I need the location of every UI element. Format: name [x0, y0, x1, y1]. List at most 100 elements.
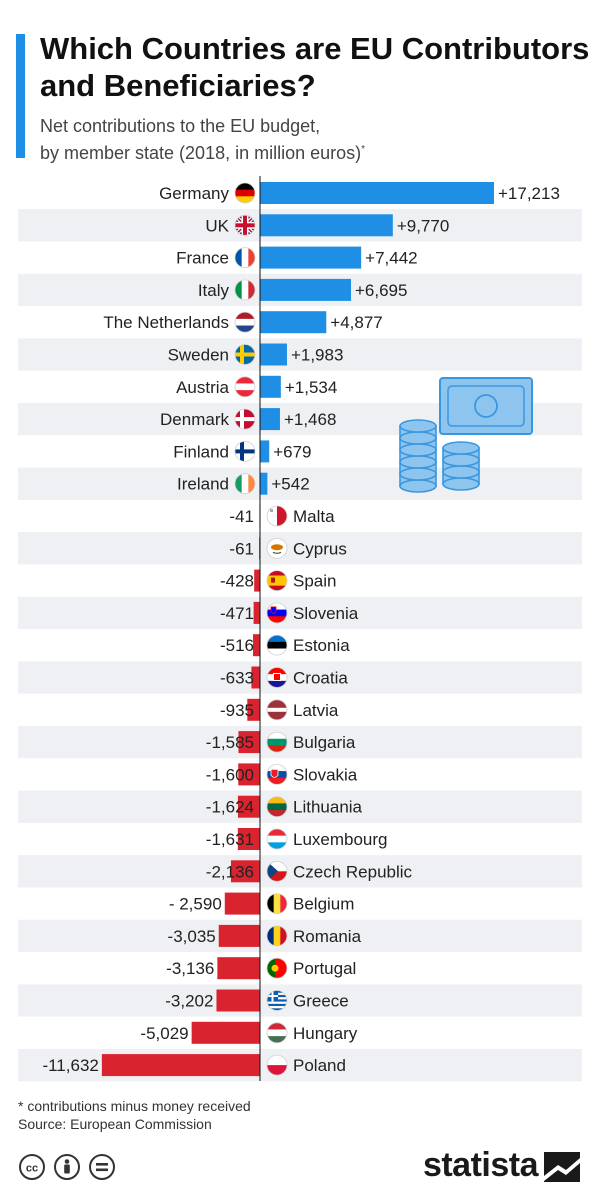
- value-label: -1,585: [206, 733, 254, 752]
- bar-hungary: [191, 1021, 260, 1044]
- bar-croatia: [251, 666, 260, 689]
- bars: [101, 182, 494, 1077]
- row-stripe: [18, 338, 582, 371]
- value-label: -2,136: [206, 862, 254, 881]
- flag-si-icon: [266, 602, 288, 624]
- category-label: Malta: [293, 507, 335, 526]
- value-label: +9,770: [397, 216, 449, 235]
- subtitle-footnote-mark: *: [361, 144, 366, 155]
- category-label: Romania: [293, 927, 362, 946]
- row-stripe: [18, 661, 582, 694]
- statista-logo: statista: [423, 1146, 539, 1185]
- category-label: Belgium: [293, 895, 354, 914]
- money-illustration: [399, 377, 533, 493]
- flag-bg-icon: [266, 731, 288, 753]
- category-label: The Netherlands: [103, 313, 229, 332]
- banknote-icon: [439, 377, 533, 435]
- category-label: Luxembourg: [293, 830, 388, 849]
- category-label: Greece: [293, 992, 349, 1011]
- category-label: Latvia: [293, 701, 339, 720]
- bar-luxembourg: [237, 828, 260, 850]
- bar-uk: [260, 214, 393, 237]
- flag-dk-icon: [234, 408, 256, 430]
- value-label: -5,029: [140, 1024, 188, 1043]
- bar-denmark: [260, 408, 280, 431]
- category-label: Poland: [293, 1056, 346, 1075]
- value-label: -1,631: [206, 830, 254, 849]
- chart-title: Which Countries are EU Contributors and …: [40, 31, 590, 103]
- bar-czech-republic: [230, 860, 260, 883]
- value-label: -3,202: [165, 992, 213, 1011]
- bar-the-netherlands: [260, 311, 327, 334]
- license-icons: cc: [19, 1154, 115, 1180]
- category-label: Finland: [173, 442, 229, 461]
- bar-latvia: [247, 698, 260, 721]
- flag-pt-icon: [266, 957, 288, 979]
- category-label: Lithuania: [293, 798, 363, 817]
- flag-lu-icon: [266, 828, 288, 850]
- value-label: -11,632: [42, 1056, 98, 1075]
- value-label: - 2,590: [169, 895, 222, 914]
- row-stripe: [18, 855, 582, 888]
- flag-ie-icon: [234, 473, 256, 495]
- category-label: UK: [205, 216, 229, 235]
- bar-germany: [260, 182, 494, 204]
- bar-chart: Germany +17,213 UK +9,770 France +7,442 Italy +…: [18, 176, 582, 1082]
- bar-slovakia: [238, 763, 260, 786]
- category-label: Italy: [198, 281, 230, 300]
- value-label: -61: [229, 539, 254, 558]
- bar-spain: [254, 569, 260, 592]
- value-label: -3,035: [168, 927, 216, 946]
- category-label: Ireland: [177, 475, 229, 494]
- flag-sk-icon: [266, 764, 288, 785]
- value-label: -633: [220, 669, 254, 688]
- labels: Germany +17,213 UK +9,770 France +7,442 Italy +…: [42, 184, 559, 1075]
- flag-fi-icon: [234, 440, 256, 462]
- coin-stack-small-icon: [442, 441, 480, 491]
- flag-lt-icon: [266, 796, 288, 818]
- bar-portugal: [217, 957, 260, 980]
- flag-be-icon: [266, 893, 288, 914]
- flag-ee-icon: [266, 634, 288, 656]
- bar-sweden: [260, 343, 287, 366]
- bar-bulgaria: [238, 731, 260, 754]
- category-label: France: [176, 249, 229, 268]
- flag-fr-icon: [234, 247, 256, 268]
- value-label: +1,468: [284, 410, 336, 429]
- category-label: Croatia: [293, 669, 348, 688]
- footnote-note: * contributions minus money received: [18, 1098, 251, 1114]
- flag-pl-icon: [266, 1054, 288, 1076]
- category-label: Austria: [176, 378, 229, 397]
- bar-greece: [216, 989, 260, 1012]
- footnote-source: Source: European Commission: [18, 1116, 212, 1132]
- category-label: Portugal: [293, 959, 356, 978]
- value-label: +542: [271, 475, 309, 494]
- svg-text:cc: cc: [26, 1163, 38, 1175]
- flag-it-icon: [234, 279, 256, 301]
- category-label: Slovenia: [293, 604, 359, 623]
- category-label: Slovakia: [293, 765, 358, 784]
- cc-icon: cc: [19, 1154, 45, 1180]
- row-stripe: [18, 725, 582, 759]
- flag-uk-icon: [234, 214, 256, 236]
- subtitle-line2: by member state (2018, in million euros): [40, 143, 362, 163]
- bar-romania: [218, 924, 260, 947]
- category-label: Denmark: [160, 410, 229, 429]
- value-label: -516: [220, 636, 254, 655]
- flag-nl-icon: [234, 311, 256, 333]
- bar-france: [260, 246, 362, 269]
- flag-at-icon: [234, 376, 256, 398]
- value-label: -471: [220, 604, 254, 623]
- category-label: Hungary: [293, 1024, 358, 1043]
- value-label: +4,877: [330, 313, 382, 332]
- value-label: +17,213: [498, 184, 560, 203]
- bar-belgium: [224, 892, 260, 915]
- flag-hu-icon: [266, 1022, 288, 1044]
- flag-gr-icon: [266, 990, 288, 1011]
- value-label: -1,624: [206, 798, 254, 817]
- row-stripe: [18, 596, 582, 630]
- row-stripe: [18, 467, 582, 500]
- bar-poland: [101, 1054, 261, 1077]
- value-label: -935: [220, 701, 254, 720]
- category-label: Sweden: [168, 346, 229, 365]
